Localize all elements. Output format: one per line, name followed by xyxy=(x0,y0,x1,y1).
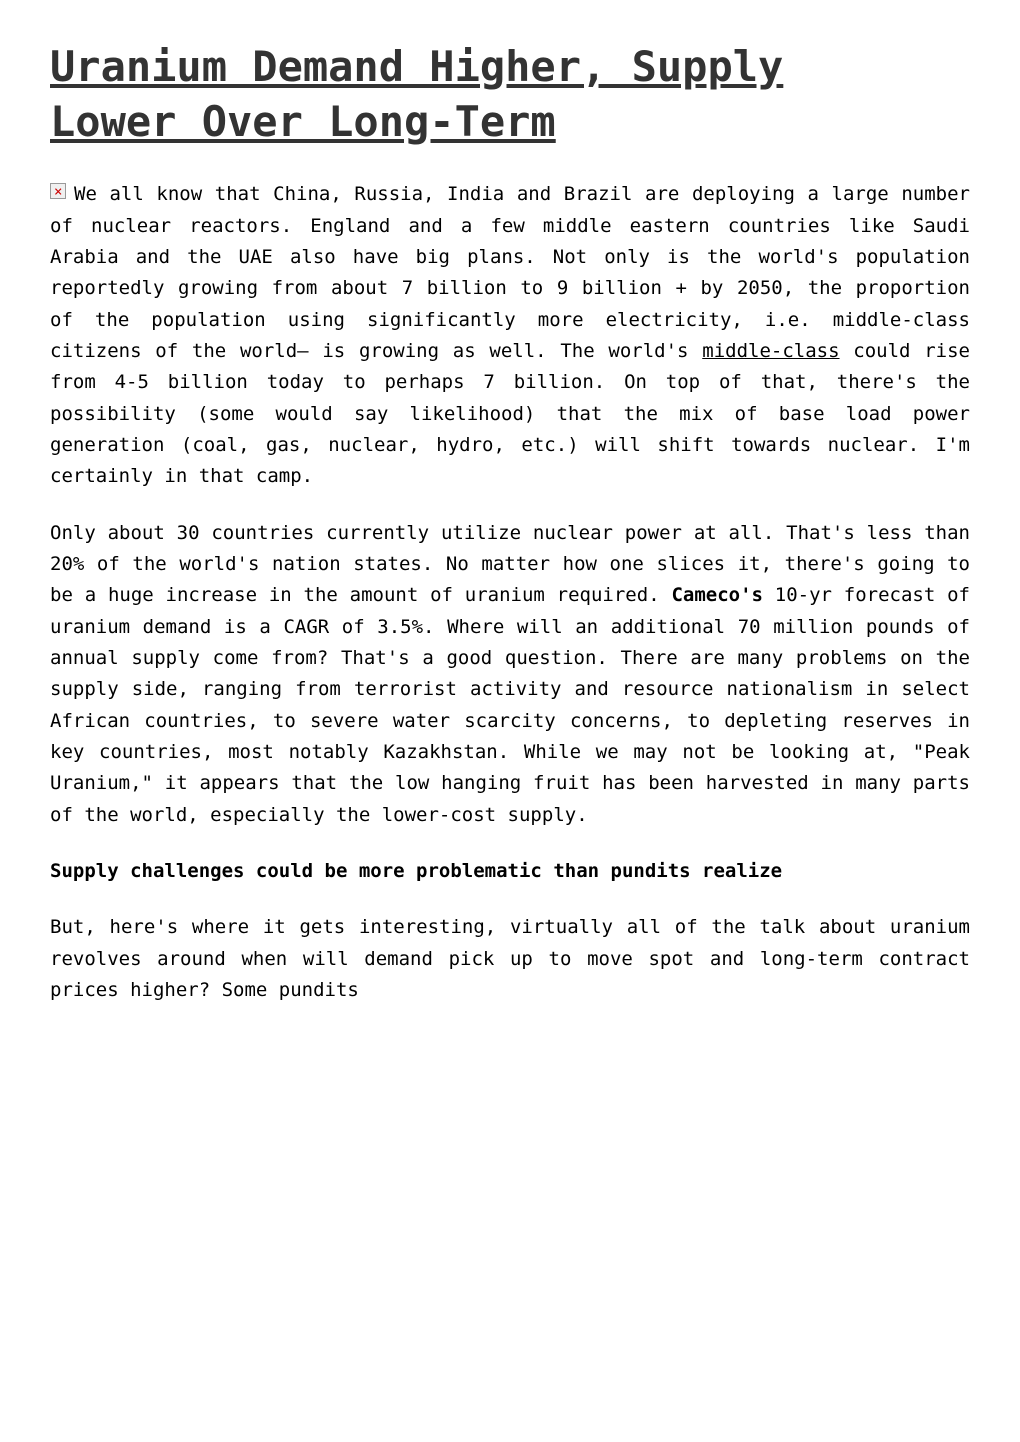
p1-text-1: We all know that China, Russia, India an… xyxy=(50,183,970,362)
article-title: Uranium Demand Higher, Supply Lower Over … xyxy=(50,40,970,149)
p2-text-2: 10-yr forecast of uranium demand is a CA… xyxy=(50,584,970,825)
title-line-2: Lower Over Long-Term xyxy=(50,97,556,146)
paragraph-3: But, here's where it gets interesting, v… xyxy=(50,912,970,1006)
broken-image-icon xyxy=(50,183,66,199)
p1-text-2: could rise from 4-5 billion today to per… xyxy=(50,340,970,487)
section-heading: Supply challenges could be more problema… xyxy=(50,856,970,887)
paragraph-1: We all know that China, Russia, India an… xyxy=(50,179,970,492)
p2-bold: Cameco's xyxy=(671,584,763,606)
title-link[interactable]: Uranium Demand Higher, Supply Lower Over … xyxy=(50,42,783,146)
p1-underlined: middle-class xyxy=(702,340,839,362)
paragraph-2: Only about 30 countries currently utiliz… xyxy=(50,518,970,831)
title-line-1: Uranium Demand Higher, Supply xyxy=(50,42,783,91)
